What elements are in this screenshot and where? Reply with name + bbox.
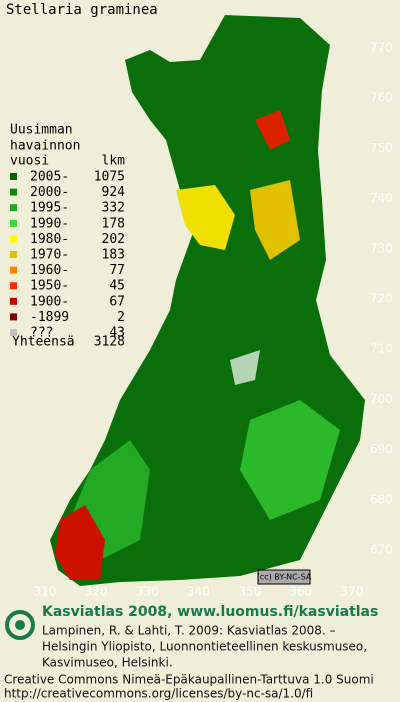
legend-label: 2000-: [30, 185, 69, 200]
legend-count: 924: [102, 185, 126, 200]
legend-swatch: [10, 329, 17, 336]
citation: Kasvimuseo, Helsinki.: [42, 656, 173, 670]
total-label: Yhteensä: [12, 335, 75, 350]
legend-swatch: [10, 204, 17, 212]
legend-header: Uusimman: [10, 123, 73, 138]
legend-label: ???: [30, 326, 53, 341]
citation: Helsingin Yliopisto, Luonnontieteellinen…: [42, 640, 367, 654]
y-grid-label: 700: [370, 392, 393, 406]
legend-count: 67: [109, 294, 125, 309]
legend-count: 45: [109, 279, 125, 294]
x-grid-label: 360: [289, 585, 312, 599]
lake-patch: [230, 350, 260, 385]
legend-count: 332: [102, 201, 125, 216]
legend-swatch: [10, 188, 17, 196]
y-grid-label: 770: [370, 41, 393, 55]
legend-label: 1980-: [30, 232, 69, 247]
y-grid-label: 680: [370, 492, 393, 506]
atlas-link[interactable]: Kasviatlas 2008, www.luomus.fi/kasviatla…: [42, 604, 378, 620]
x-grid-label: 320: [85, 585, 108, 599]
y-grid-label: 720: [370, 292, 393, 306]
logo: [5, 610, 35, 640]
legend-label: 1900-: [30, 294, 69, 309]
legend-count: 2: [117, 310, 125, 325]
legend-count: 178: [102, 216, 125, 231]
cc-badge-text: (cc) BY-NC-SA: [257, 573, 312, 582]
legend-label: 1995-: [30, 201, 69, 216]
x-grid-label: 310: [34, 585, 57, 599]
x-grid-label: 350: [238, 585, 261, 599]
y-grid-label: 670: [370, 543, 393, 557]
legend-count-header: lkm: [102, 154, 126, 169]
license-link[interactable]: http://creativecommons.org/licenses/by-n…: [4, 687, 313, 701]
legend-swatch: [10, 297, 17, 305]
yellow-patch: [176, 185, 235, 250]
legend-swatch: [10, 266, 17, 274]
legend-count: 202: [102, 232, 125, 247]
legend-swatch: [10, 235, 17, 243]
legend-count: 1075: [94, 170, 125, 185]
x-grid-label: 370: [341, 585, 364, 599]
total-value: 3128: [94, 335, 125, 350]
legend-count: 77: [109, 263, 125, 278]
citation: Lampinen, R. & Lahti, T. 2009: Kasviatla…: [42, 624, 336, 638]
legend-swatch: [10, 173, 17, 180]
legend-label: 1990-: [30, 216, 69, 231]
legend-label: 1950-: [30, 279, 69, 294]
legend-count: 43: [109, 326, 125, 341]
x-grid-label: 330: [136, 585, 159, 599]
legend-swatch: [10, 282, 17, 290]
red-patch: [55, 505, 105, 580]
logo: [15, 620, 25, 630]
yellow-patch: [250, 180, 300, 260]
legend-count: 183: [102, 248, 125, 263]
y-grid-label: 690: [370, 442, 393, 456]
legend-label: 1970-: [30, 248, 69, 263]
legend-label: 2005-: [30, 170, 69, 185]
x-grid-label: 340: [187, 585, 210, 599]
red-patch: [255, 110, 290, 150]
y-grid-label: 750: [370, 141, 393, 155]
legend-swatch: [10, 313, 17, 321]
license: Creative Commons Nimeä-Epäkaupallinen-Ta…: [4, 673, 374, 687]
title: Stellaria graminea: [6, 2, 158, 18]
legend-label: -1899: [30, 310, 69, 325]
y-grid-label: 760: [370, 91, 393, 105]
y-grid-label: 740: [370, 191, 393, 205]
legend-header: havainnon: [10, 139, 80, 154]
legend-label: 1960-: [30, 263, 69, 278]
bright-green-patch: [240, 400, 340, 520]
legend-swatch: [10, 219, 17, 227]
cc-badge: [257, 569, 311, 585]
y-grid-label: 710: [370, 342, 393, 356]
y-grid-label: 730: [370, 241, 393, 255]
legend-swatch: [10, 251, 17, 258]
legend-header: vuosi: [10, 154, 49, 169]
